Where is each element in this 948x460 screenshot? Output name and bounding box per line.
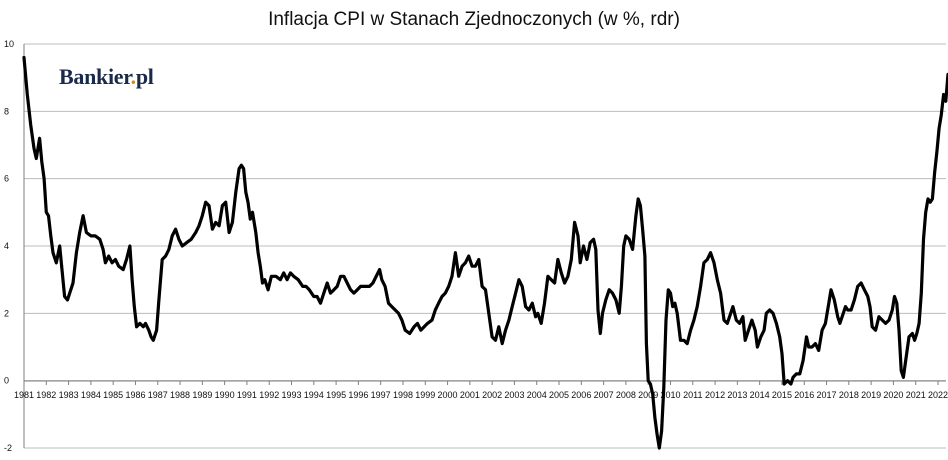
x-tick-labels: 1981 1982 1983 1984 1985 1986 1987 1988 1989 1990…	[14, 390, 948, 400]
x-tick-label: 1996	[348, 390, 368, 400]
x-tick-label: 2020	[883, 390, 903, 400]
x-tick-label: 1998	[393, 390, 413, 400]
y-tick-label: 8	[4, 106, 9, 116]
x-tick-label: 1994	[304, 390, 324, 400]
logo-dot: .	[130, 64, 137, 89]
x-tick-label: 2015	[772, 390, 792, 400]
bankier-logo: Bankier.pl	[59, 64, 154, 90]
grid-lines	[24, 43, 946, 449]
chart-title: Inflacja CPI w Stanach Zjednoczonych (w …	[268, 9, 680, 30]
x-tick-label: 2012	[705, 390, 725, 400]
y-tick-label: 2	[4, 308, 9, 318]
x-tick-label: 1995	[326, 390, 346, 400]
x-tick-label: 1997	[371, 390, 391, 400]
x-tick-label: 2008	[616, 390, 636, 400]
logo-brand: Bankier	[59, 64, 131, 89]
x-tick-label: 2018	[839, 390, 859, 400]
x-tick-label: 1990	[215, 390, 235, 400]
x-tick-label: 1981	[14, 390, 34, 400]
x-tick-label: 2014	[750, 390, 770, 400]
x-tick-label: 1992	[259, 390, 279, 400]
y-tick-label: 6	[4, 174, 9, 184]
y-tick-label: -2	[4, 443, 12, 453]
x-tick-label: 1987	[148, 390, 168, 400]
y-tick-label: 10	[4, 39, 14, 49]
x-tick-label: 1984	[81, 390, 101, 400]
x-tick-label: 1983	[59, 390, 79, 400]
y-tick-label: 4	[4, 241, 9, 251]
x-tick-label: 1991	[237, 390, 257, 400]
x-tick-label: 1989	[192, 390, 212, 400]
x-tick-label: 1988	[170, 390, 190, 400]
x-tick-label: 2006	[571, 390, 591, 400]
x-tick-label: 2005	[549, 390, 569, 400]
x-tick-label: 1982	[36, 390, 56, 400]
logo-suffix: pl	[135, 64, 154, 89]
x-tick-label: 2010	[660, 390, 680, 400]
x-tick-label: 2016	[794, 390, 814, 400]
x-tick-label: 2004	[527, 390, 547, 400]
x-tick-label: 2009	[638, 390, 658, 400]
x-tick-label: 2021	[906, 390, 926, 400]
series-layer	[22, 55, 948, 450]
x-tick-label: 2013	[727, 390, 747, 400]
x-tick-label: 2003	[504, 390, 524, 400]
y-tick-labels: -2 0 2 4 6 8 10	[4, 39, 14, 453]
x-tick-label: 2011	[683, 390, 702, 400]
series-line-cpi	[22, 55, 948, 450]
x-tick-label: 1985	[103, 390, 123, 400]
x-tick-label: 1993	[281, 390, 301, 400]
x-tick-label: 2019	[861, 390, 881, 400]
x-tick-label: 2002	[482, 390, 502, 400]
x-tick-label: 2017	[817, 390, 837, 400]
x-tick-label: 2007	[594, 390, 614, 400]
x-tick-label: 2001	[460, 390, 480, 400]
x-tick-label: 1986	[125, 390, 145, 400]
x-tick-label: 1999	[415, 390, 435, 400]
y-tick-label: 0	[4, 376, 9, 386]
x-tick-label: 2022	[928, 390, 948, 400]
x-tick-label: 2000	[438, 390, 458, 400]
